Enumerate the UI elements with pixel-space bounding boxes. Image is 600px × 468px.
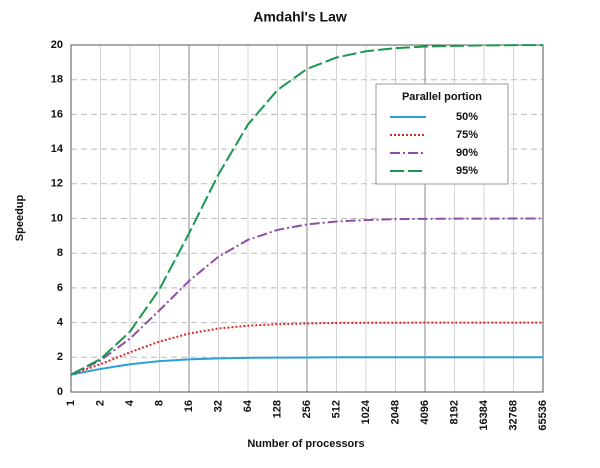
legend-title: Parallel portion xyxy=(402,91,482,103)
y-tick-label: 16 xyxy=(51,108,63,120)
x-tick-label: 256 xyxy=(301,400,313,418)
x-tick-label: 8192 xyxy=(448,400,460,424)
y-tick-label: 10 xyxy=(51,212,63,224)
x-tick-label: 512 xyxy=(330,400,342,418)
x-tick-label: 2048 xyxy=(389,400,401,424)
x-tick-label: 64 xyxy=(242,399,254,412)
plot-frame xyxy=(70,44,544,393)
y-tick-label: 2 xyxy=(57,351,63,363)
x-tick-label: 32 xyxy=(212,400,224,412)
x-tick-label: 16 xyxy=(183,400,195,412)
legend-label: 50% xyxy=(456,111,478,123)
x-tick-label: 16384 xyxy=(478,399,490,430)
y-tick-label: 14 xyxy=(51,143,64,155)
x-tick-label: 65536 xyxy=(537,400,549,431)
series-line xyxy=(70,321,543,376)
series-line xyxy=(70,217,543,376)
legend-label: 75% xyxy=(456,129,478,141)
y-tick-label: 18 xyxy=(51,74,63,86)
x-tick-label: 1 xyxy=(65,400,77,406)
y-tick-label: 12 xyxy=(51,178,63,190)
series-line xyxy=(70,356,543,376)
x-tick-label: 4 xyxy=(124,399,136,406)
series-line xyxy=(70,44,543,376)
legend-label: 90% xyxy=(456,147,478,159)
y-tick-label: 0 xyxy=(57,386,63,398)
x-tick-label: 1024 xyxy=(360,399,372,424)
y-axis-label: Speedup xyxy=(14,194,26,241)
y-tick-label: 20 xyxy=(51,39,63,51)
legend-label: 95% xyxy=(456,165,478,177)
y-tick-label: 4 xyxy=(57,317,64,329)
y-tick-label: 6 xyxy=(57,282,63,294)
chart-title: Amdahl's Law xyxy=(253,9,347,25)
x-tick-label: 128 xyxy=(271,400,283,418)
x-tick-label: 32768 xyxy=(507,400,519,431)
x-tick-label: 2 xyxy=(94,400,106,406)
x-tick-label: 8 xyxy=(153,400,165,406)
x-tick-label: 4096 xyxy=(419,400,431,424)
y-tick-label: 8 xyxy=(57,247,63,259)
x-axis-label: Number of processors xyxy=(247,438,364,450)
